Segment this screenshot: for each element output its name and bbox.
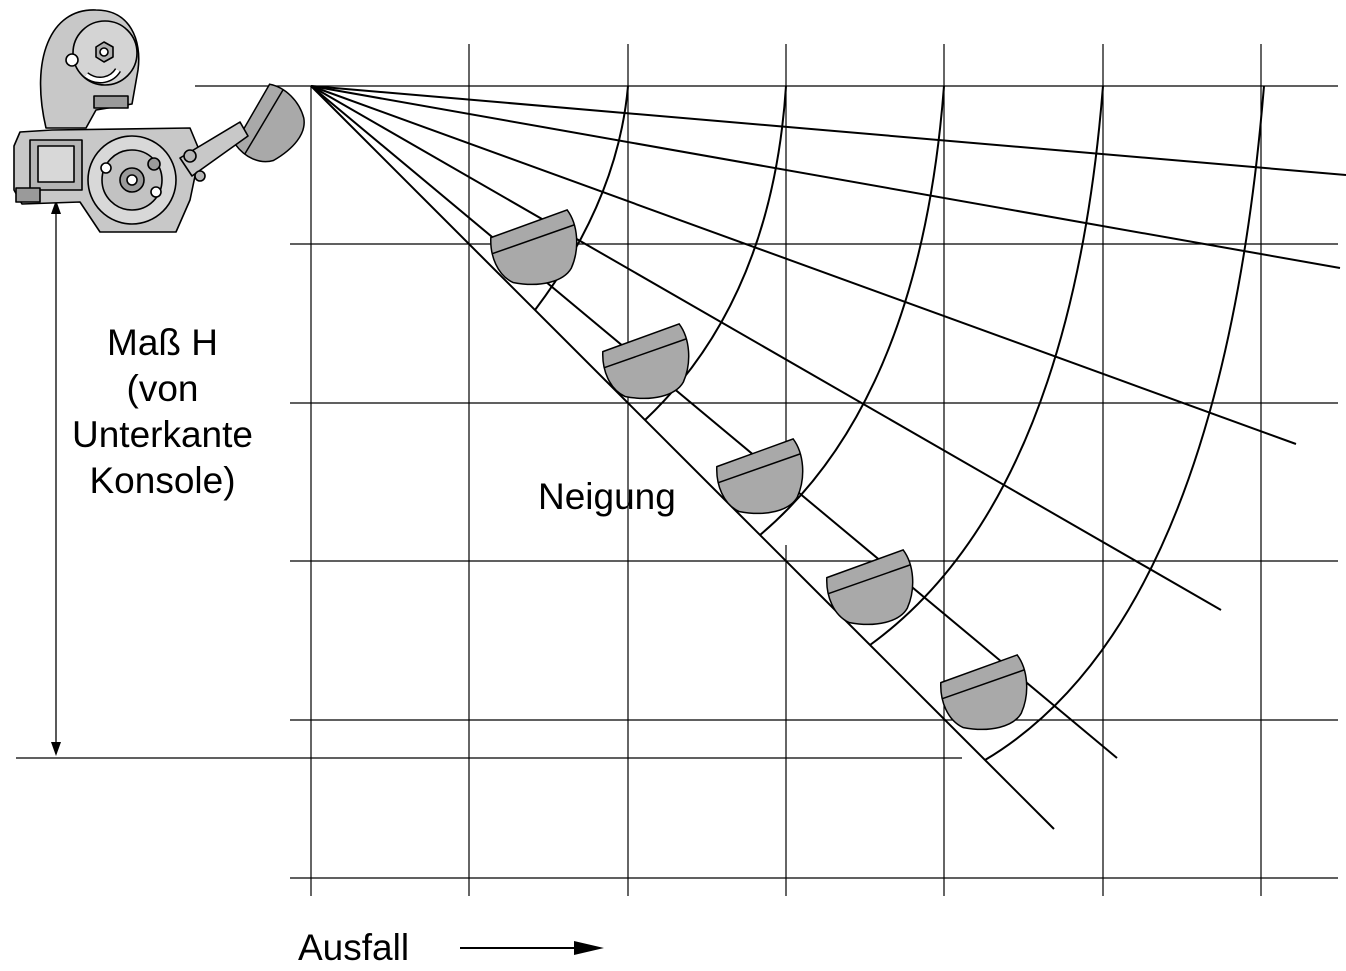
brush-head-icon: [716, 438, 804, 515]
tilt-ray: [310, 85, 1346, 176]
brush-head-icon: [234, 83, 305, 163]
brush-head-icon: [490, 209, 578, 286]
grid: [195, 44, 1338, 896]
brush-edge: [243, 89, 284, 155]
brush-head-icon: [826, 549, 914, 626]
brush-head-icon: [602, 323, 690, 400]
height-label-line-1: Maß H: [107, 322, 218, 363]
sweep-arcs: [534, 85, 1265, 761]
brush-positions: [234, 83, 1028, 731]
mounting-bracket-icon: [13, 9, 249, 233]
brush-head-icon: [940, 654, 1028, 731]
height-label-line-4: Konsole): [89, 460, 236, 501]
brush-body: [826, 549, 914, 626]
tilt-ray: [310, 85, 1222, 611]
brush-edge: [942, 669, 1025, 700]
brush-body: [716, 438, 804, 515]
brush-body: [940, 654, 1028, 731]
offset-label: Ausfall: [298, 927, 410, 968]
arrow-down-icon: [51, 742, 61, 756]
brush-body: [490, 209, 578, 286]
brush-edge: [828, 564, 911, 595]
height-label-line-3: Unterkante: [72, 414, 253, 455]
height-dimension: [16, 200, 962, 759]
sweep-arc: [869, 85, 1104, 646]
tilt-ray: [310, 85, 1341, 269]
tilt-rays: [310, 85, 1346, 830]
sweep-arc: [534, 85, 629, 311]
brush-body: [602, 323, 690, 400]
arrow-up-icon: [51, 200, 61, 214]
tilt-label: Neigung: [538, 476, 676, 517]
sweep-arc: [984, 85, 1265, 761]
height-label: Maß H (von Unterkante Konsole): [50, 320, 275, 504]
brush-edge: [604, 338, 687, 369]
tilt-ray: [310, 85, 1055, 830]
arrow-right-icon: [460, 941, 604, 955]
tilt-ray: [310, 85, 1297, 445]
sweep-arc: [759, 85, 945, 536]
tilt-ray: [310, 85, 1118, 759]
brush-edge: [718, 453, 801, 484]
height-label-line-2: (von: [126, 368, 199, 409]
brush-edge: [492, 224, 575, 255]
